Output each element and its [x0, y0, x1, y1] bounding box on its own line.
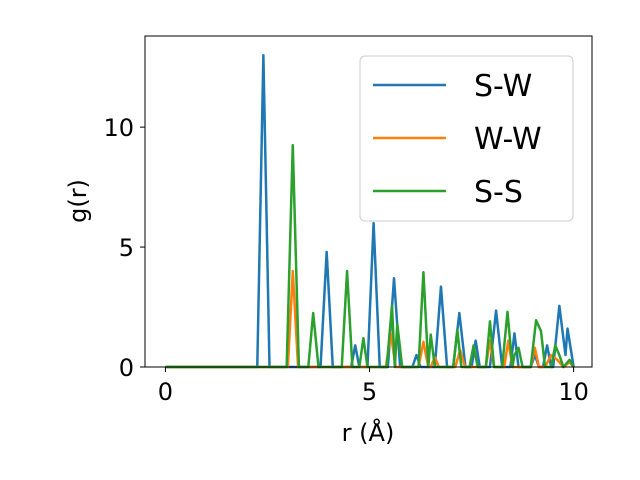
x-axis-title: r (Å) — [342, 418, 395, 447]
legend-label-s-s: S-S — [474, 175, 523, 210]
plot-frame — [144, 35, 593, 368]
y-tick-label: 10 — [103, 114, 134, 142]
x-tick-label: 5 — [362, 378, 377, 406]
y-tick-label: 0 — [119, 354, 134, 382]
legend-box — [359, 55, 574, 222]
y-tick-label: 5 — [119, 234, 134, 262]
y-axis-title: g(r) — [64, 179, 92, 223]
axes-layer: 0 5 10 0 5 10 — [103, 35, 593, 406]
x-tick-label: 10 — [558, 378, 589, 406]
legend: S-W W-W S-S — [359, 55, 574, 222]
x-tick-label: 0 — [158, 378, 173, 406]
legend-label-s-w: S-W — [474, 69, 532, 104]
series-line-s-s — [165, 143, 575, 369]
legend-label-w-w: W-W — [474, 122, 542, 157]
